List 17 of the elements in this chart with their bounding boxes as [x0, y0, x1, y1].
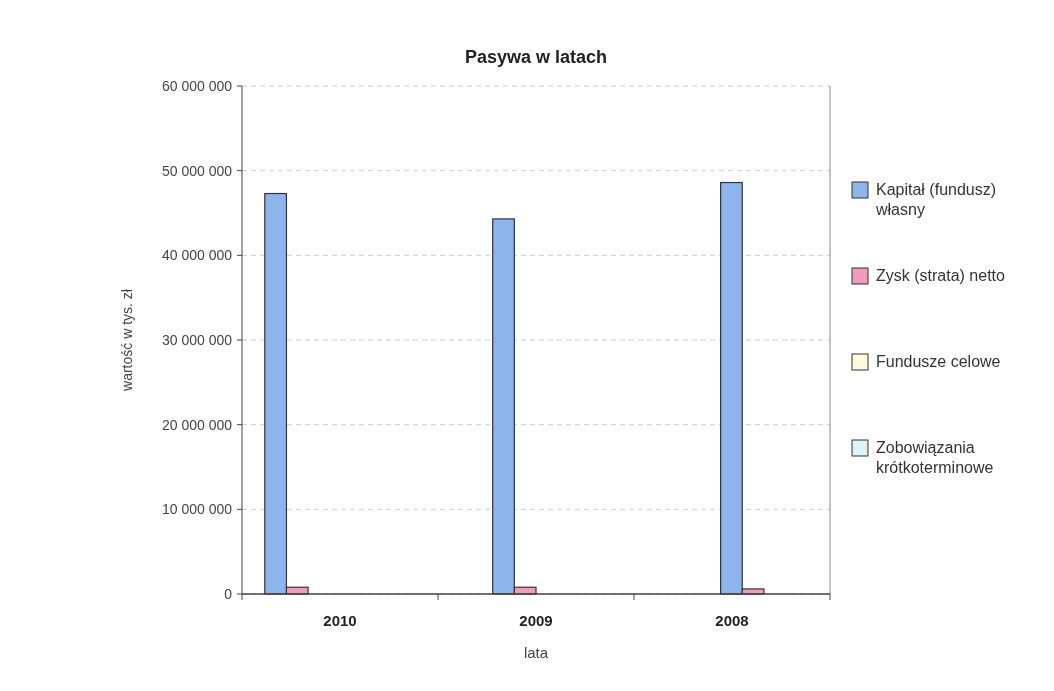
y-axis-title: wartość w tys. zł	[119, 288, 135, 392]
legend-label: Kapitał (fundusz) własny	[875, 181, 997, 218]
y-tick-label: 40 000 000	[161, 247, 233, 264]
y-tick-label: 20 000 000	[161, 416, 233, 433]
x-tick-label: 2008	[715, 612, 749, 629]
y-tick-label: 50 000 000	[161, 162, 233, 179]
x-tick-label: 2010	[323, 612, 357, 629]
chart-title: Pasywa w latach	[464, 47, 608, 67]
legend-label: Zobowiązania krótkoterminowe	[876, 439, 994, 476]
y-tick-label: 30 000 000	[161, 331, 233, 348]
y-tick-label: 60 000 000	[161, 77, 233, 94]
y-tick-label: 0	[224, 585, 233, 602]
y-tick-label: 10 000 000	[161, 501, 233, 518]
x-tick-label: 2009	[519, 612, 553, 629]
legend-label: Fundusze celowe	[876, 353, 1001, 370]
legend-label: Zysk (strata) netto	[876, 267, 1006, 284]
x-axis-title: lata	[523, 644, 549, 661]
